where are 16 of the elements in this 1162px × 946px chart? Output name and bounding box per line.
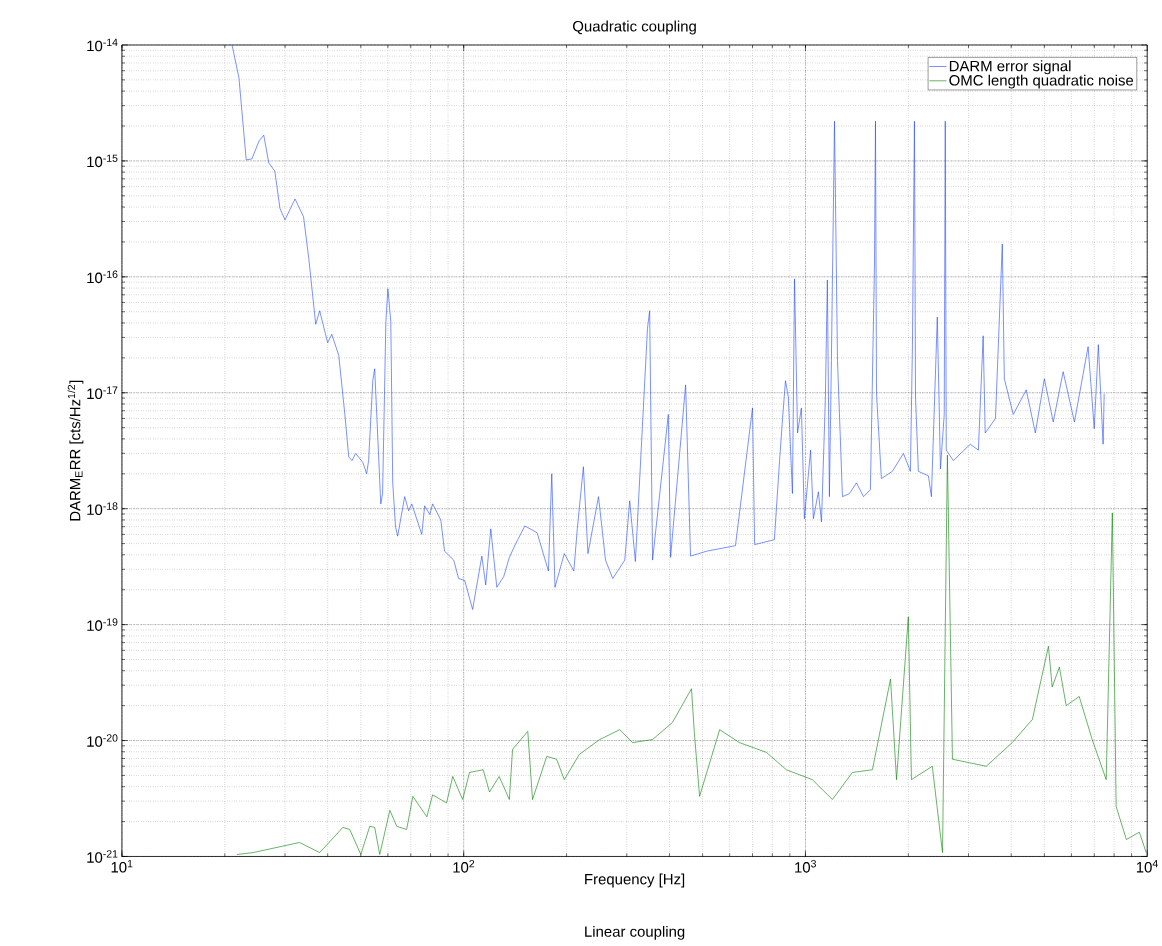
y-tick-label: 10$^{-18}$ [87,502,118,515]
x-axis-title: Frequency [Hz] [585,873,685,888]
y-axis-title: DARM$_{E}$RR [cts/Hz$^{1/2}$] [67,380,84,521]
y-tick-label: 10$^{-16}$ [87,270,118,283]
legend-label: DARM error signal [949,60,1071,75]
text: Linear coupling [585,925,685,940]
y-tick-label: 10$^{-20}$ [87,734,118,747]
y-tick-label: 10$^{-17}$ [87,386,118,399]
y-tick-label: 10$^{-15}$ [87,154,118,167]
legend-label: OMC length quadratic noise [949,74,1134,89]
x-tick-label: 10$^{3}$ [795,859,816,873]
y-tick-label: 10$^{-19}$ [87,618,118,631]
x-tick-label: 10$^{4}$ [1136,859,1158,873]
x-tick-label: 10$^{2}$ [453,859,475,873]
y-tick-label: 10$^{-14}$ [87,38,118,52]
chart-title: Quadratic coupling [573,20,696,35]
